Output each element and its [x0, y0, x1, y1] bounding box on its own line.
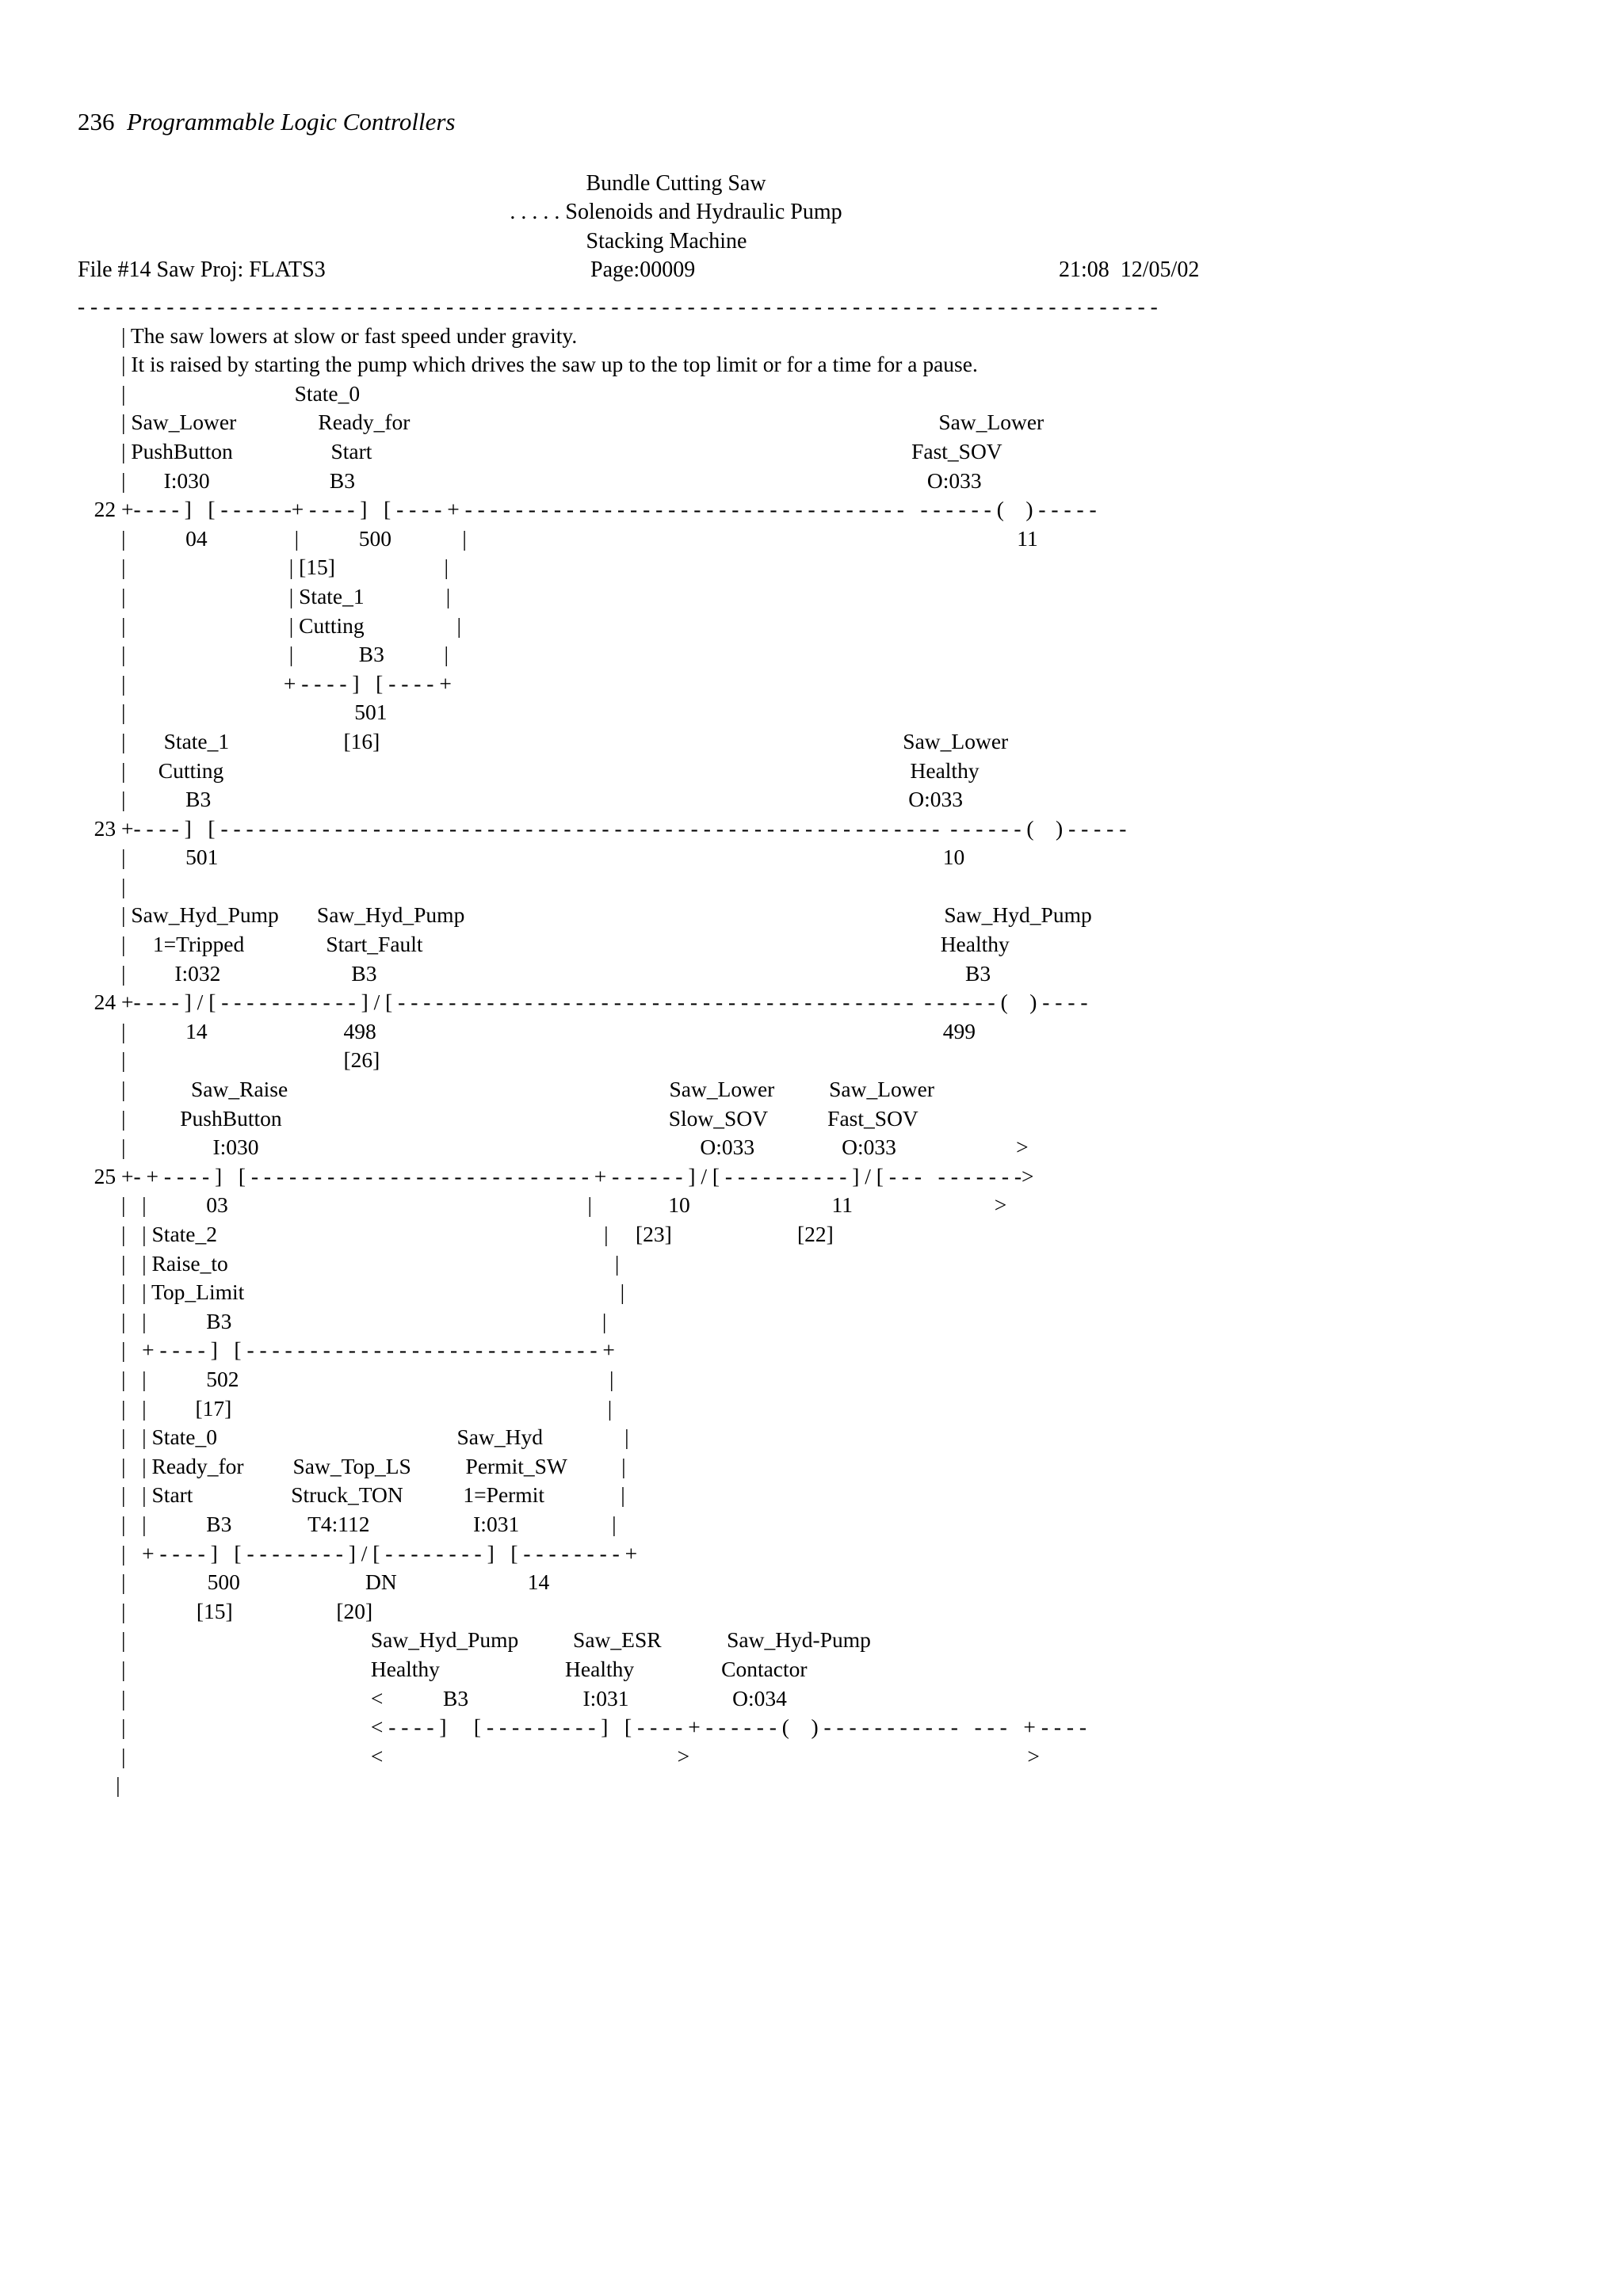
- listing-line: | PushButton Slow_SOV Fast_SOV: [78, 1105, 918, 1131]
- listing-line: | | Start Struck_TON 1=Permit |: [78, 1482, 625, 1508]
- listing-line: | Saw_Lower Ready_for Saw_Lower: [78, 410, 1044, 435]
- listing-line: 23 +- - - - ] [ - - - - - - - - - - - - …: [78, 815, 1127, 841]
- listing-line: | It is raised by starting the pump whic…: [78, 352, 978, 377]
- file-info: File #14 Saw Proj: FLATS3: [78, 257, 326, 282]
- listing-line: | The saw lowers at slow or fast speed u…: [78, 322, 578, 348]
- page-info: Page:00009: [590, 257, 696, 282]
- listing-line: | Saw_Hyd_Pump Saw_Hyd_Pump Saw_Hyd_Pump: [78, 902, 1092, 928]
- listing-line: | < > >: [78, 1743, 1040, 1768]
- listing-line: | | 502 |: [78, 1366, 614, 1391]
- listing-line: | Saw_Hyd_Pump Saw_ESR Saw_Hyd-Pump: [78, 1627, 871, 1653]
- listing-line: | + - - - - ] [ - - - - +: [78, 670, 452, 696]
- listing-line: | State_0: [78, 380, 361, 406]
- listing-line: | PushButton Start Fast_SOV: [78, 438, 1002, 463]
- listing-line: - - - - - - - - - - - - - - - - - - - - …: [78, 294, 1158, 318]
- listing-line: | | Ready_for Saw_Top_LS Permit_SW |: [78, 1453, 626, 1478]
- running-head: 236 Programmable Logic Controllers: [78, 108, 456, 136]
- listing-line: | Cutting Healthy: [78, 757, 980, 783]
- listing-line: | I:032 B3 B3: [78, 960, 991, 986]
- listing-line: | | State_1 |: [78, 583, 451, 608]
- listing-line: | I:030 O:033 O:033 >: [78, 1135, 1029, 1160]
- report-title-line1: Bundle Cutting Saw: [586, 171, 766, 196]
- listing-line: | | Raise_to |: [78, 1250, 620, 1276]
- listing-line: | 501: [78, 700, 388, 725]
- listing-line: | | State_0 Saw_Hyd |: [78, 1425, 629, 1450]
- listing-line: 25 +- + - - - - ] [ - - - - - - - - - - …: [78, 1163, 1034, 1188]
- listing-line: | | B3 |: [78, 642, 449, 667]
- timestamp: 21:08 12/05/02: [1059, 257, 1200, 282]
- listing-line: | 14 498 499: [78, 1018, 976, 1043]
- listing-line: | [15] [20]: [78, 1598, 373, 1623]
- listing-line: | [26]: [78, 1047, 380, 1073]
- listing-line: | Healthy Healthy Contactor: [78, 1656, 808, 1681]
- listing-line: | < - - - - ] [ - - - - - - - - - ] [ - …: [78, 1714, 1087, 1740]
- listing-line: 22 +- - - - ] [ - - - - - -+ - - - - ] […: [78, 497, 1097, 522]
- listing-line: | | [15] |: [78, 555, 449, 580]
- listing-line: | 501 10: [78, 845, 965, 870]
- listing-line: | | [17] |: [78, 1395, 613, 1421]
- listing-line: | | Top_Limit |: [78, 1280, 625, 1305]
- listing-line: | B3 O:033: [78, 787, 963, 812]
- listing-line: | I:030 B3 O:033: [78, 467, 982, 493]
- listing-line: | | State_2 | [23] [22]: [78, 1222, 834, 1246]
- report-title-line2: . . . . . Solenoids and Hydraulic Pump: [510, 200, 842, 224]
- listing-line: | | 03 | 10 11 >: [78, 1192, 1007, 1218]
- listing-line: | | Cutting |: [78, 612, 462, 638]
- listing-line: | | B3 |: [78, 1308, 607, 1333]
- page-number: 236: [78, 108, 115, 135]
- listing-line: | 1=Tripped Start_Fault Healthy: [78, 932, 1010, 957]
- listing-line: | Saw_Raise Saw_Lower Saw_Lower: [78, 1077, 934, 1102]
- listing-line: | + - - - - ] [ - - - - - - - - - - - - …: [78, 1337, 615, 1363]
- listing-line: | 500 DN 14: [78, 1569, 550, 1595]
- listing-line: | + - - - - ] [ - - - - - - - - ] / [ - …: [78, 1540, 638, 1566]
- listing-line: |: [78, 1772, 120, 1798]
- report-title-line3: Stacking Machine: [586, 229, 747, 254]
- listing-line: | < B3 I:031 O:034: [78, 1685, 787, 1711]
- listing-line: | 04 | 500 | 11: [78, 525, 1038, 551]
- listing-line: | | B3 T4:112 I:031 |: [78, 1511, 617, 1536]
- book-title: Programmable Logic Controllers: [127, 108, 456, 135]
- listing-line: 24 +- - - - ] / [ - - - - - - - - - - - …: [78, 990, 1088, 1015]
- listing-line: |: [78, 873, 126, 898]
- ladder-listing: - - - - - - - - - - - - - - - - - - - - …: [78, 292, 1158, 1800]
- listing-line: | State_1 [16] Saw_Lower: [78, 728, 1009, 753]
